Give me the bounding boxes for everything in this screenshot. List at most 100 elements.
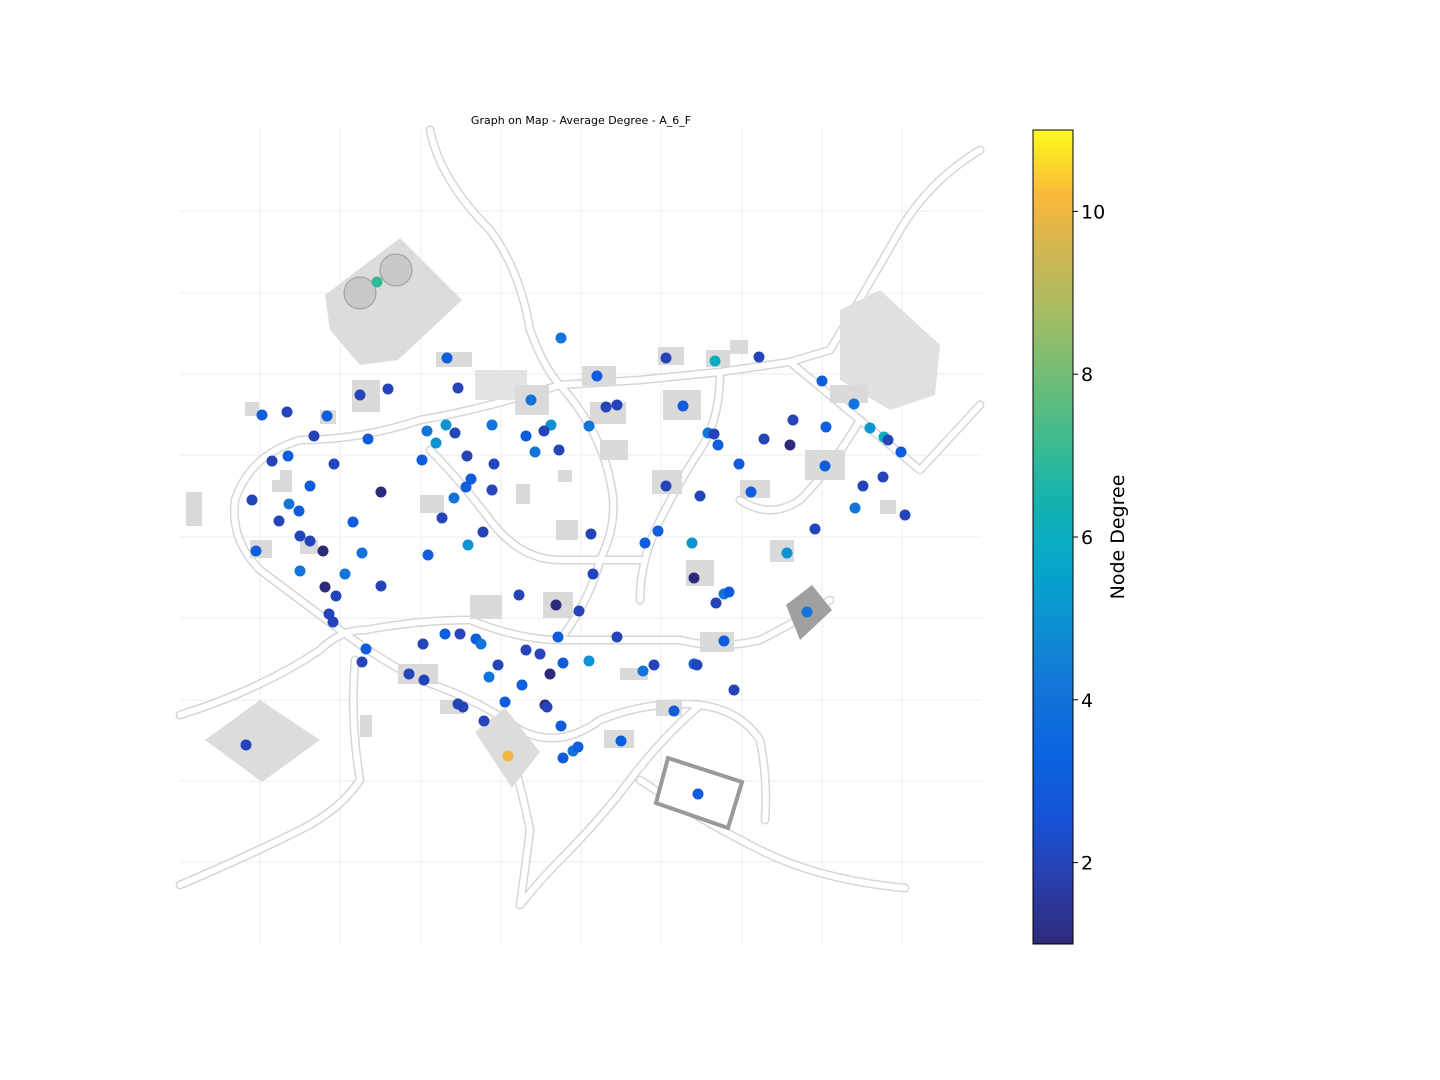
graph-node [416, 454, 428, 466]
graph-node [541, 701, 553, 713]
graph-node [240, 739, 252, 751]
colorbar-ticks: 2 4 6 8 10 [1073, 201, 1105, 875]
graph-node [557, 657, 569, 669]
chart-title: Graph on Map - Average Degree - A_6_F [471, 114, 691, 127]
graph-node [403, 668, 415, 680]
graph-node [691, 659, 703, 671]
graph-node [552, 631, 564, 643]
graph-node [557, 752, 569, 764]
graph-node [477, 526, 489, 538]
graph-node [718, 635, 730, 647]
graph-node [709, 355, 721, 367]
graph-node [461, 450, 473, 462]
graph-node [877, 471, 889, 483]
graph-node [538, 425, 550, 437]
graph-node [544, 668, 556, 680]
graph-node [615, 735, 627, 747]
graph-node [820, 421, 832, 433]
graph-node [256, 409, 268, 421]
graph-node [339, 568, 351, 580]
graph-node [418, 674, 430, 686]
graph-node [375, 486, 387, 498]
graph-node [486, 419, 498, 431]
colorbar-tick-label: 8 [1081, 364, 1093, 386]
graph-node [573, 605, 585, 617]
graph-node [293, 505, 305, 517]
graph-node [895, 446, 907, 458]
graph-node [417, 638, 429, 650]
graph-node [360, 643, 372, 655]
graph-node [516, 679, 528, 691]
graph-node [784, 439, 796, 451]
graph-node [454, 628, 466, 640]
graph-node [857, 480, 869, 492]
graph-node [502, 750, 514, 762]
graph-node [308, 430, 320, 442]
graph-node [819, 460, 831, 472]
graph-node [648, 659, 660, 671]
graph-node [520, 430, 532, 442]
graph-node [899, 509, 911, 521]
graph-node [246, 494, 258, 506]
graph-node [475, 638, 487, 650]
graph-node [250, 545, 262, 557]
graph-node [483, 671, 495, 683]
graph-node [492, 659, 504, 671]
graph-node [591, 370, 603, 382]
graph-node [439, 628, 451, 640]
graph-node [520, 644, 532, 656]
graph-node [710, 597, 722, 609]
graph-node [688, 572, 700, 584]
colorbar-tick-label: 2 [1081, 853, 1093, 875]
graph-node [486, 484, 498, 496]
graph-node [371, 276, 383, 288]
graph-node [382, 383, 394, 395]
graph-node [686, 537, 698, 549]
graph-node [758, 433, 770, 445]
graph-node [534, 648, 546, 660]
graph-node [449, 427, 461, 439]
graph-node [436, 512, 448, 524]
colorbar-tick-label: 10 [1081, 201, 1105, 223]
graph-node [321, 410, 333, 422]
graph-node [733, 458, 745, 470]
graph-node [668, 705, 680, 717]
graph-node [587, 568, 599, 580]
graph-node [723, 586, 735, 598]
graph-node [753, 351, 765, 363]
graph-node [266, 455, 278, 467]
graph-node [430, 437, 442, 449]
graph-node [745, 486, 757, 498]
graph-node [611, 399, 623, 411]
graph-node [281, 406, 293, 418]
graph-node [848, 398, 860, 410]
graph-node [375, 580, 387, 592]
graph-node [304, 480, 316, 492]
graph-node [283, 498, 295, 510]
graph-node [457, 701, 469, 713]
graph-node [294, 565, 306, 577]
graph-node [304, 535, 316, 547]
graph-node [282, 450, 294, 462]
graph-node [712, 439, 724, 451]
graph-node [448, 492, 460, 504]
graph-node [441, 352, 453, 364]
graph-node [660, 480, 672, 492]
graph-node [583, 655, 595, 667]
graph-node [362, 433, 374, 445]
graph-node [488, 458, 500, 470]
graph-node [317, 545, 329, 557]
graph-node [421, 425, 433, 437]
graph-node [273, 515, 285, 527]
graph-node [864, 422, 876, 434]
graph-node [692, 788, 704, 800]
graph-node [499, 696, 511, 708]
graph-node [356, 656, 368, 668]
graph-node [422, 549, 434, 561]
graph-node [639, 537, 651, 549]
graph-node [611, 631, 623, 643]
colorbar-tick-label: 4 [1081, 690, 1093, 712]
colorbar-tick-label: 6 [1081, 527, 1093, 549]
graph-node [787, 414, 799, 426]
